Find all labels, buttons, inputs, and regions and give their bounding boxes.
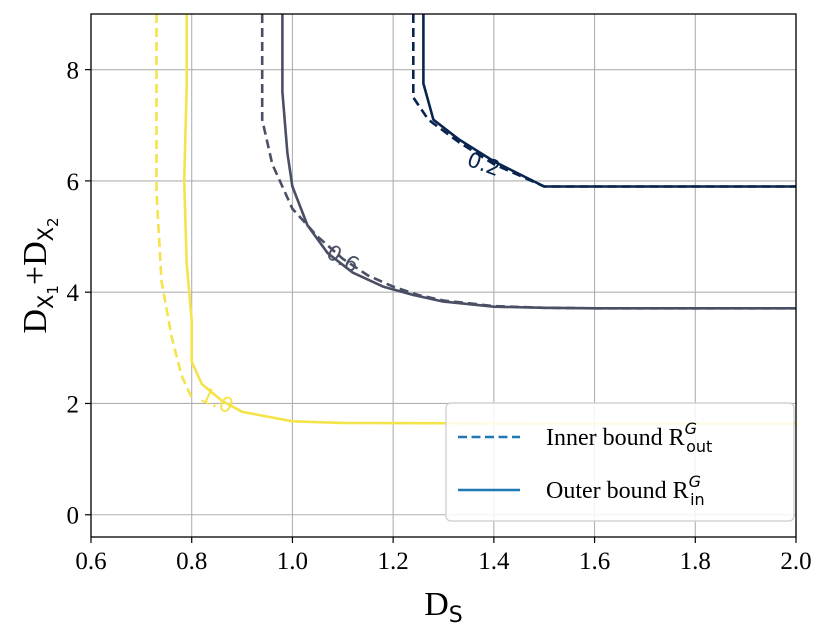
y-tick-label: 8: [67, 58, 80, 85]
legend-box: [445, 402, 795, 522]
y-axis-label-x1-index: 1: [44, 285, 62, 295]
ticks: 0.6 0.8 1.0 1.2 1.4 1.6 1.8 2.0 0 2 4 6 8: [67, 58, 812, 575]
series-0-6-outer-bound: [281, 14, 796, 310]
legend-outer-sub: in: [690, 490, 705, 509]
legend-outer-text: Outer bound R: [546, 478, 689, 504]
y-axis-label-d1: D: [17, 309, 54, 334]
y-tick-label: 0: [67, 503, 80, 530]
legend-inner-sup: G: [685, 419, 697, 438]
x-tick-label: 0.6: [75, 548, 106, 575]
y-axis-label-x1: X: [34, 295, 58, 309]
y-axis-label-x2: X: [34, 227, 58, 241]
x-tick-label: 1.4: [478, 548, 510, 575]
y-axis-label-plus: +: [17, 266, 54, 285]
legend-inner-sub: out: [686, 437, 712, 456]
y-tick-label: 4: [67, 280, 80, 307]
y-axis-label: DX1+DX2: [17, 217, 62, 333]
x-axis-label-base: D: [424, 586, 449, 623]
x-tick-label: 1.2: [378, 548, 409, 575]
x-axis-label: DS: [424, 586, 463, 628]
legend-inner-text: Inner bound R: [546, 425, 685, 451]
x-tick-label: 1.0: [277, 548, 308, 575]
legend-outer-sup: G: [689, 472, 701, 491]
series-group: [155, 14, 796, 425]
series-1-0-inner-bound: [155, 14, 193, 399]
x-axis-label-sub: S: [449, 603, 463, 628]
legend: Inner bound RG out Outer bound RG in: [445, 402, 795, 522]
x-tick-label: 2.0: [780, 548, 811, 575]
series-0-6-inner-bound: [260, 14, 796, 310]
plot-frame: [90, 13, 797, 538]
series-1-0-outer-bound: [182, 14, 796, 425]
y-tick-label: 2: [67, 391, 80, 418]
legend-entry-inner-bound: Inner bound RG out: [546, 419, 712, 456]
x-tick-label: 1.8: [680, 548, 711, 575]
y-axis-label-x2-index: 2: [44, 217, 62, 227]
x-tick-label: 1.6: [579, 548, 610, 575]
legend-entry-outer-bound: Outer bound RG in: [546, 472, 705, 509]
y-tick-label: 6: [67, 169, 80, 196]
x-tick-label: 0.8: [176, 548, 207, 575]
y-axis-label-d2: D: [17, 241, 54, 266]
series-0-2-outer-bound: [422, 14, 796, 188]
